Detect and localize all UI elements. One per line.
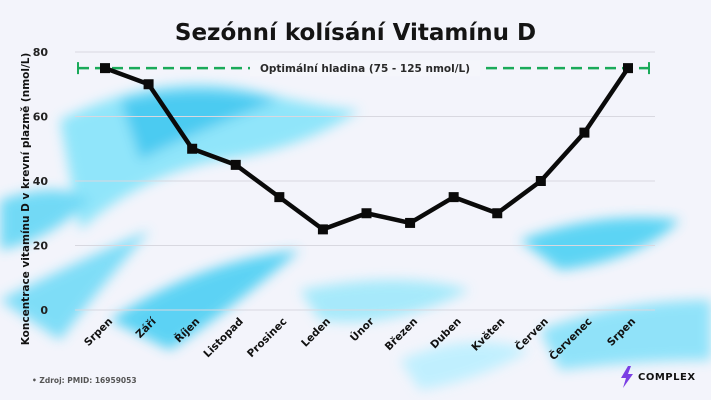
data-point bbox=[361, 208, 372, 219]
y-tick-label: 60 bbox=[33, 111, 49, 124]
data-point bbox=[448, 192, 459, 203]
x-tick-label: Srpen bbox=[605, 316, 638, 349]
data-point bbox=[230, 159, 241, 170]
x-tick-label: Říjen bbox=[172, 315, 202, 345]
data-point bbox=[274, 192, 285, 203]
data-point bbox=[100, 63, 110, 74]
data-point bbox=[579, 127, 590, 138]
x-tick-label: Červen bbox=[512, 315, 551, 354]
x-tick-label: Červenec bbox=[547, 315, 595, 363]
series-line bbox=[104, 66, 630, 232]
bolt-icon bbox=[621, 366, 633, 388]
x-tick-label: Duben bbox=[428, 316, 464, 352]
data-point bbox=[492, 208, 503, 219]
x-tick-label: Leden bbox=[299, 316, 333, 350]
y-axis-label: Koncentrace vitamínu D v krevní plazmě (… bbox=[20, 52, 32, 346]
x-tick-label: Květen bbox=[469, 316, 507, 354]
source-text: Zdroj: PMID: 16959053 bbox=[39, 376, 137, 385]
data-point bbox=[535, 176, 546, 186]
data-point bbox=[405, 217, 416, 228]
x-tick-label: Listopad bbox=[201, 316, 245, 360]
data-point bbox=[317, 224, 328, 235]
chart-title: Sezónní kolísání Vitamínu D bbox=[174, 20, 537, 46]
data-point bbox=[143, 79, 154, 90]
reference-label-bg bbox=[250, 60, 480, 77]
x-tick-label: Únor bbox=[347, 314, 377, 344]
logo-text: COMPLEX bbox=[638, 371, 696, 383]
source-note: • Zdroj: PMID: 16959053 bbox=[32, 376, 137, 385]
x-tick-label: Srpen bbox=[82, 316, 115, 349]
reference-label: Optimální hladina (75 - 125 nmol/L) bbox=[260, 63, 470, 75]
brand-logo: COMPLEX bbox=[620, 366, 696, 388]
y-tick-label: 0 bbox=[40, 304, 48, 317]
source-bullet: • bbox=[32, 376, 40, 385]
data-point bbox=[623, 63, 633, 74]
x-tick-label: Září bbox=[134, 315, 160, 341]
y-tick-label: 80 bbox=[33, 46, 49, 59]
y-tick-label: 20 bbox=[33, 240, 49, 253]
x-tick-label: Březen bbox=[383, 316, 420, 353]
y-tick-label: 40 bbox=[33, 175, 49, 188]
x-tick-label: Prosinec bbox=[245, 316, 289, 360]
data-point bbox=[187, 143, 198, 154]
